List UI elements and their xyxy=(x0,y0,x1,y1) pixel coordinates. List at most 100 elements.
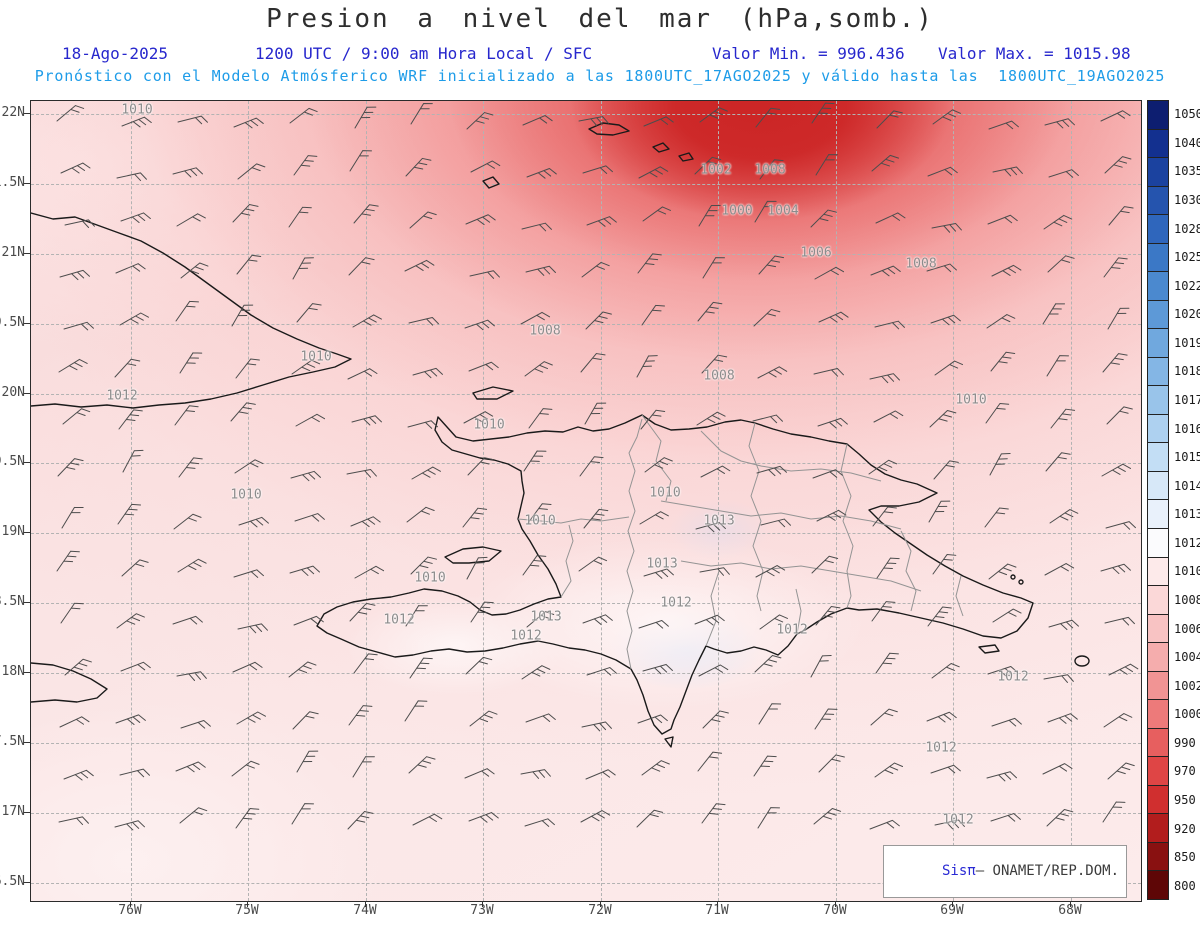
wind-barb xyxy=(354,565,385,579)
lon-tick-mark xyxy=(1070,901,1071,907)
colorbar-value-label: 1019 xyxy=(1174,335,1200,350)
wind-barb xyxy=(522,555,547,576)
wind-barb xyxy=(1050,408,1076,429)
wind-barb xyxy=(985,402,1010,424)
lon-tick-mark xyxy=(365,901,366,907)
wind-barb xyxy=(1047,713,1078,724)
valid-time-label: 1200 UTC / 9:00 am Hora Local / SFC xyxy=(255,44,593,63)
gridline-horizontal xyxy=(31,324,1141,325)
wind-barb xyxy=(813,368,844,377)
wind-barb xyxy=(1100,563,1131,575)
wind-barb xyxy=(934,819,965,830)
wind-barb xyxy=(1042,303,1066,325)
wind-barb xyxy=(585,311,612,330)
wind-barb xyxy=(527,503,552,524)
wind-barb xyxy=(991,264,1022,277)
wind-barb xyxy=(637,253,662,274)
colorbar-cell xyxy=(1148,385,1168,414)
wind-barb xyxy=(288,661,317,678)
wind-barb xyxy=(874,762,904,778)
wind-barb xyxy=(1105,521,1136,530)
wind-barb xyxy=(760,518,791,528)
wind-barb xyxy=(871,154,900,172)
wind-barb xyxy=(349,602,376,622)
pressure-colorbar xyxy=(1147,100,1169,900)
lat-tick-mark xyxy=(24,113,30,114)
wind-barb xyxy=(876,557,900,579)
lat-tick-mark xyxy=(24,742,30,743)
wind-barb xyxy=(814,708,838,730)
wind-barb xyxy=(810,209,837,228)
wind-barb xyxy=(818,311,849,323)
wind-barb xyxy=(58,816,89,826)
colorbar-value-label: 1020 xyxy=(1174,307,1200,322)
colorbar-cell xyxy=(1148,670,1168,700)
wind-barb xyxy=(526,168,557,179)
wind-barb xyxy=(464,319,495,331)
colorbar-value-label: 850 xyxy=(1174,850,1196,865)
wind-barb xyxy=(120,661,151,672)
lon-tick-mark xyxy=(717,901,718,907)
beata-island xyxy=(664,736,674,748)
wind-barb xyxy=(1045,452,1071,472)
wind-barb xyxy=(462,507,488,528)
wind-barb xyxy=(815,154,838,176)
wind-barb xyxy=(753,755,777,777)
gridline-horizontal xyxy=(31,883,1141,884)
wind-barb xyxy=(119,312,149,326)
wind-barb xyxy=(757,807,780,829)
wind-barb xyxy=(986,771,1017,782)
colorbar-cell xyxy=(1148,642,1168,671)
wind-barb xyxy=(695,522,726,533)
wind-barb xyxy=(172,167,203,178)
wind-barb xyxy=(990,813,1021,822)
wind-barb xyxy=(1048,169,1079,178)
wind-barb xyxy=(291,803,314,825)
wind-barb xyxy=(694,614,725,626)
wind-barb xyxy=(929,410,957,428)
wind-barb xyxy=(756,465,787,477)
wind-barb xyxy=(582,614,613,625)
wind-barb xyxy=(408,756,436,774)
wind-barb xyxy=(1048,619,1079,631)
wind-barb xyxy=(1102,801,1126,823)
map-plot-area: Sisπ– ONAMET/REP.DOM. xyxy=(30,100,1142,902)
wind-barb xyxy=(986,314,1016,329)
wind-barb xyxy=(524,818,555,827)
wind-barb xyxy=(121,559,149,577)
wind-barb xyxy=(699,107,728,123)
wind-barb xyxy=(179,352,203,374)
wind-barb xyxy=(757,366,788,379)
lat-tick-mark xyxy=(24,393,30,394)
colorbar-cell xyxy=(1148,271,1168,300)
wind-barb xyxy=(583,508,609,529)
lat-tick-mark xyxy=(24,532,30,533)
wind-barb xyxy=(409,657,433,679)
gridline-horizontal xyxy=(31,184,1141,185)
credit-sis: Sis xyxy=(941,863,968,879)
wind-barb xyxy=(236,254,262,275)
wind-barb xyxy=(758,255,785,275)
lat-tick-label: 9.5N xyxy=(0,454,25,469)
wind-barb xyxy=(177,115,208,125)
wind-barb xyxy=(59,269,90,281)
colorbar-cell xyxy=(1148,613,1168,643)
wind-barb xyxy=(1046,808,1074,827)
wind-barb xyxy=(642,206,672,222)
wind-barb xyxy=(62,408,91,425)
colorbar-value-label: 1030 xyxy=(1174,193,1200,207)
wind-barb xyxy=(636,809,664,828)
colorbar-cell xyxy=(1148,442,1168,471)
admin-borders xyxy=(517,414,964,670)
wind-barb xyxy=(1043,674,1074,683)
wind-barb xyxy=(637,714,668,724)
wind-barb xyxy=(1044,563,1075,576)
wind-barb xyxy=(640,409,666,430)
colorbar-cell xyxy=(1148,870,1168,899)
lon-tick-label: 74W xyxy=(353,903,377,918)
wind-barb xyxy=(180,262,209,279)
gridline-horizontal xyxy=(31,743,1141,744)
wind-barb xyxy=(701,354,728,374)
forecast-description: Pronóstico con el Modelo Atmósferico WRF… xyxy=(34,67,1166,85)
wind-barb xyxy=(874,320,905,330)
